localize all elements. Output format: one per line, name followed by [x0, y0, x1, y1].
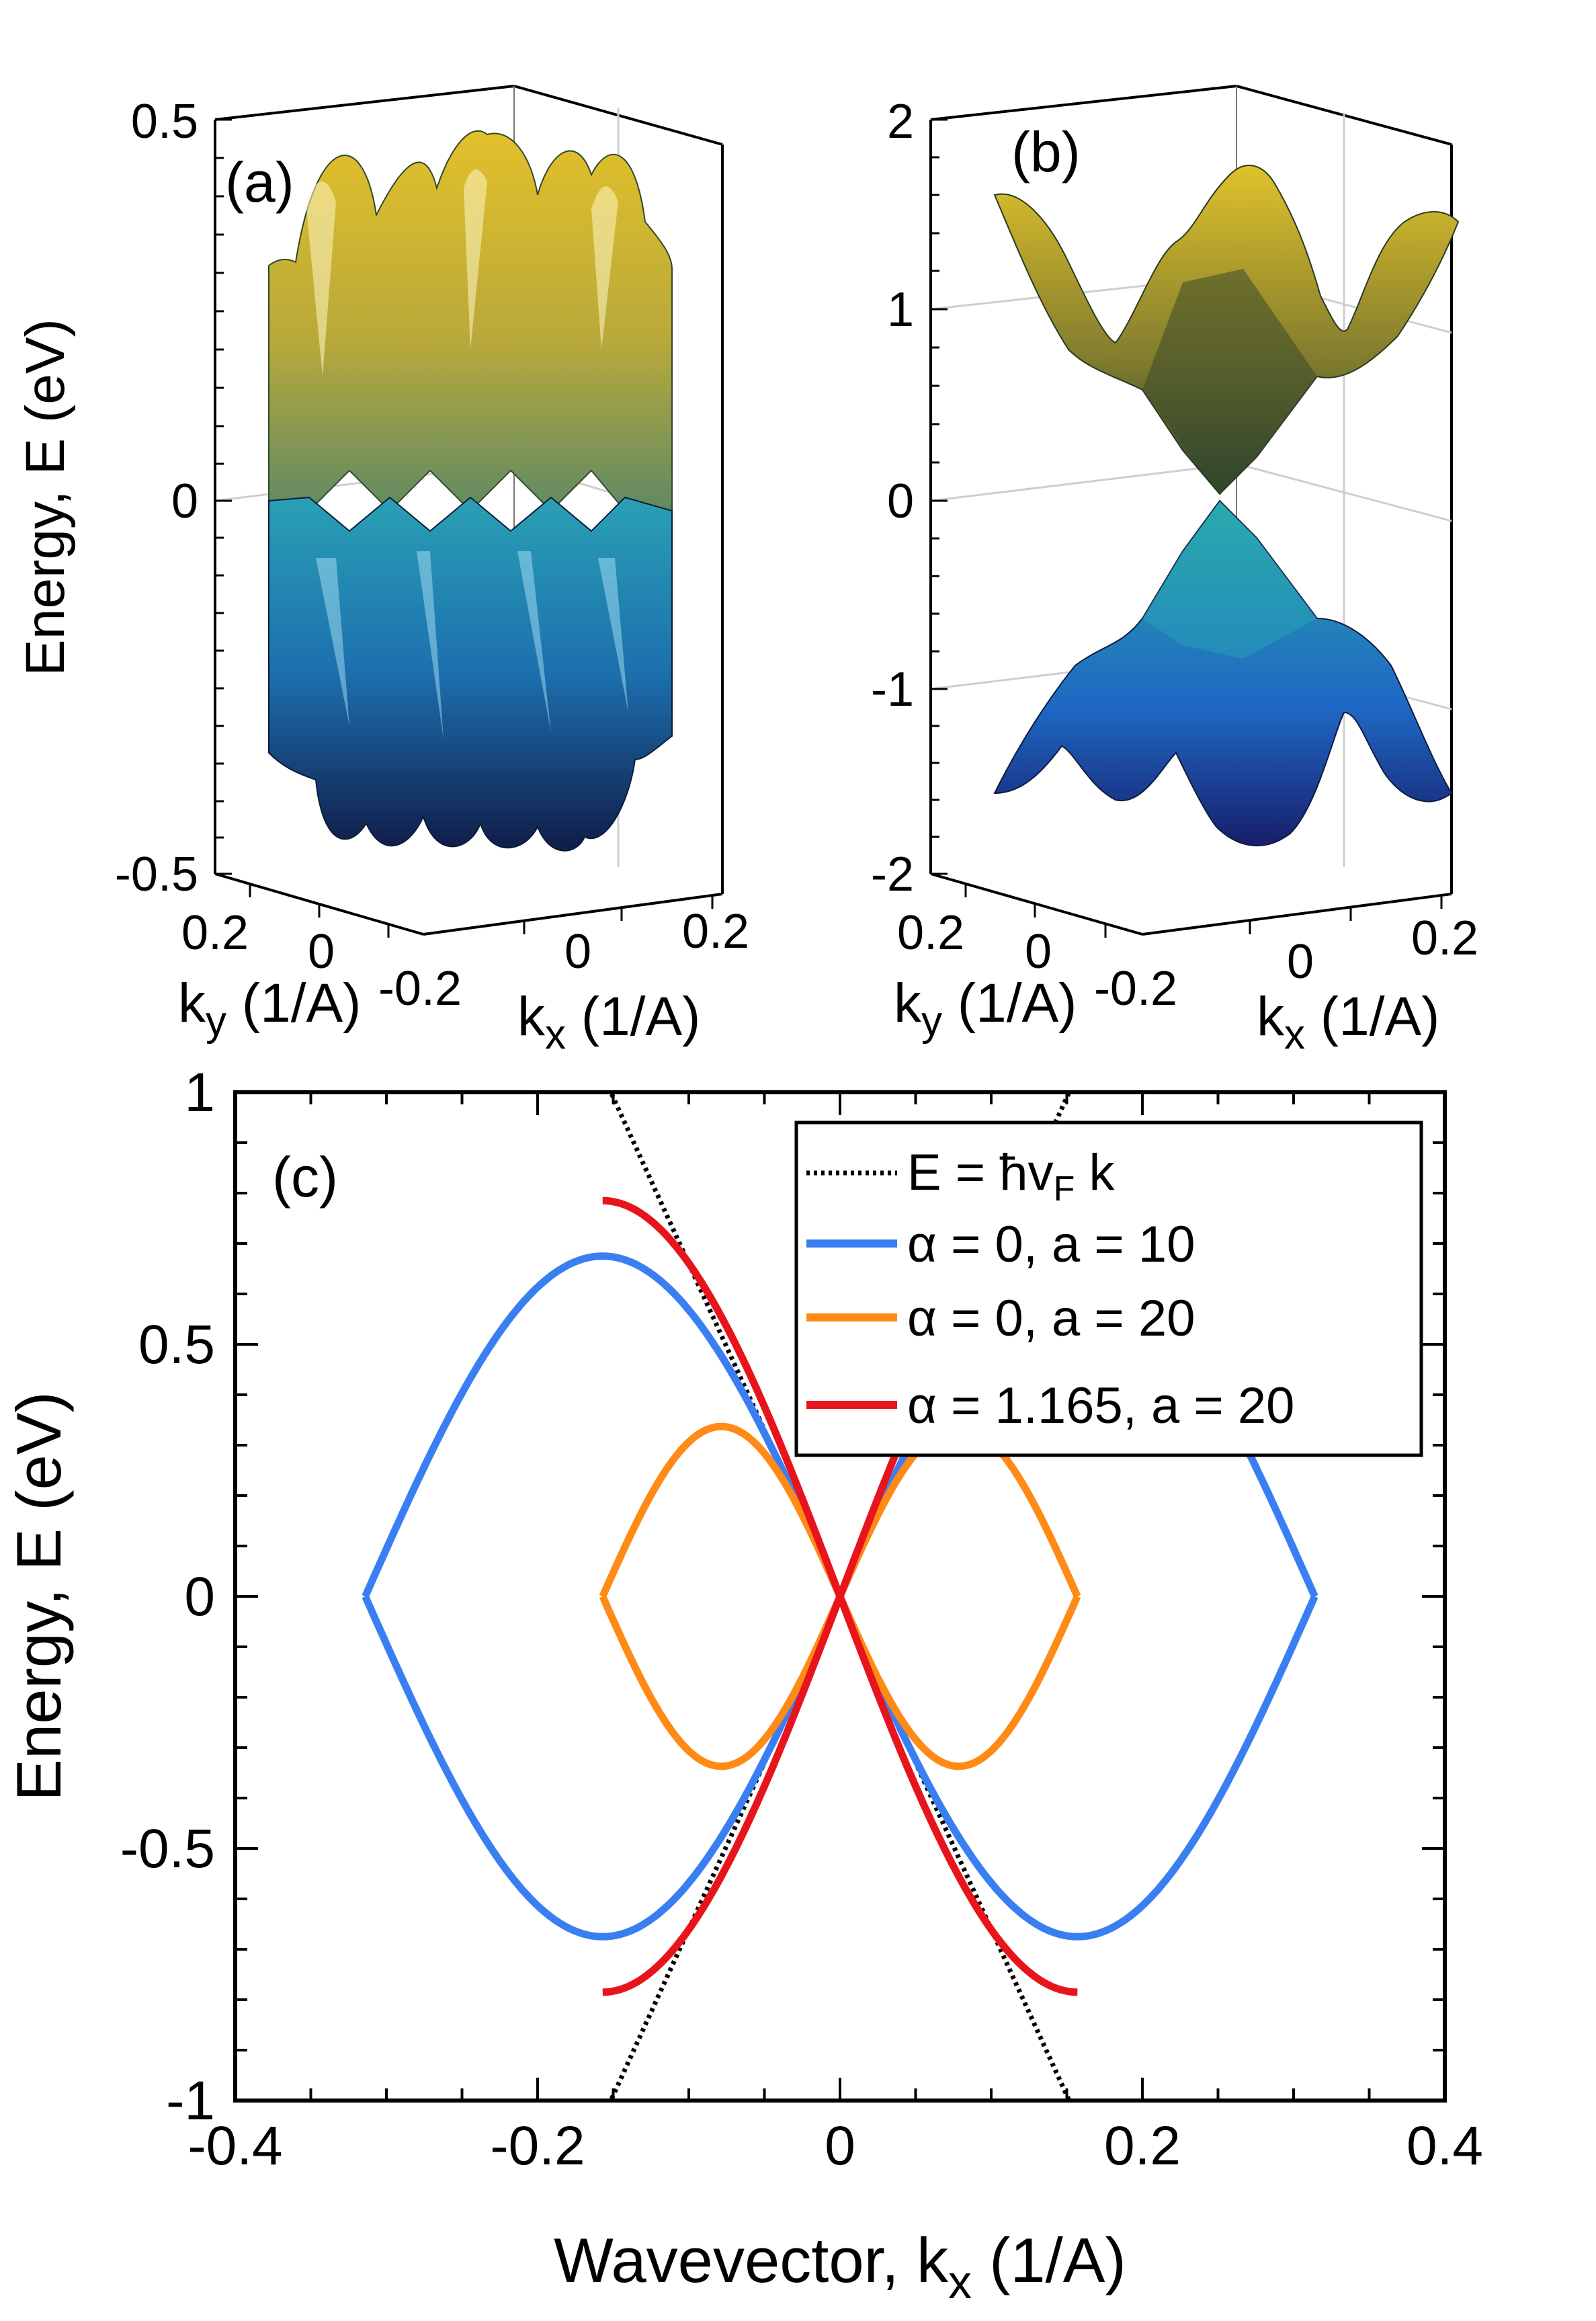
panel-b-ytick-2: -0.2: [1094, 962, 1177, 1016]
panel-b-lower-face-light: [1142, 501, 1317, 659]
legend-item-a10: α = 0, a = 10: [806, 1216, 1195, 1273]
x-tick-label: 0.2: [1104, 2115, 1181, 2176]
panel-b-lower-surface: [993, 499, 1453, 847]
panel-a-ytick-2: -0.2: [378, 962, 462, 1016]
panel-b-xtick-0: 0: [1287, 935, 1314, 989]
panel-b-labels: (b) 2 1 0 -1 -2 0.2 0 -0.2 0 0.2 ky (1/A…: [871, 95, 1478, 1058]
panel-c-ylabel: Energy, E (eV): [3, 1391, 74, 1801]
legend-item-a20: α = 0, a = 20: [806, 1290, 1195, 1347]
panel-b-upper-band: [993, 165, 1460, 495]
series-2-branch-1: [599, 1592, 1081, 1770]
panel-b-ztick-1: 1: [887, 283, 914, 337]
panel-b-zticks: [931, 118, 948, 875]
panel-a-xtick-1: 0.2: [682, 905, 749, 959]
panel-a-xlabel: kx (1/A): [517, 986, 700, 1058]
panel-b: (b) 2 1 0 -1 -2 0.2 0 -0.2 0 0.2 ky (1/A…: [871, 85, 1478, 1058]
panel-c-label: (c): [272, 1145, 338, 1209]
x-tick-label: -0.4: [187, 2115, 282, 2176]
panel-a: (a) 0.5 0 -0.5 Energy, E (eV) 0.2 0 -0.2…: [15, 85, 749, 1058]
legend-label-a20: α = 0, a = 20: [907, 1290, 1195, 1347]
y-tick-label: 1: [184, 1062, 215, 1123]
legend-label-dirac: E = ħvF k: [907, 1144, 1115, 1209]
panel-a-ztick-1: 0: [171, 475, 198, 528]
legend-item-alpha: α = 1.165, a = 20: [806, 1377, 1294, 1434]
x-tick-label: -0.2: [490, 2115, 585, 2176]
panel-a-labels: (a) 0.5 0 -0.5 Energy, E (eV) 0.2 0 -0.2…: [15, 95, 749, 1058]
panel-a-lower-surface: [268, 496, 673, 852]
panel-c-xlabel: Wavevector, kx (1/A): [554, 2225, 1126, 2308]
panel-a-ylabel: ky (1/A): [178, 973, 361, 1045]
panel-a-zlabel: Energy, E (eV): [15, 319, 76, 676]
y-tick-label: 0: [184, 1566, 215, 1627]
panel-b-upper-face-dark: [1142, 269, 1317, 494]
y-tick-label: -1: [166, 2070, 215, 2131]
panel-c-legend: E = ħvF k α = 0, a = 10 α = 0, a = 20 α …: [794, 1121, 1423, 1457]
panel-c-tick-labels: -0.4 -0.2 0 0.2 0.4 -1 -0.5 0 0.5 1: [120, 1062, 1483, 2176]
panel-b-ztick-0: 2: [887, 95, 914, 149]
y-tick-label: 0.5: [138, 1314, 215, 1375]
panel-a-base-ticks: [249, 884, 714, 938]
panel-b-label: (b): [1011, 120, 1081, 184]
legend-box: [794, 1121, 1423, 1457]
panel-a-ytick-0: 0.2: [181, 906, 249, 960]
panel-a-zticks: [215, 118, 232, 875]
panel-a-lower-band: [268, 496, 673, 852]
panel-a-ztick-2: -0.5: [115, 848, 198, 901]
panel-a-ztick-0: 0.5: [131, 95, 198, 149]
panel-c: -0.4 -0.2 0 0.2 0.4 -1 -0.5 0 0.5 1 (c) Energy, E…: [3, 1062, 1483, 2308]
panel-a-label: (a): [225, 151, 294, 214]
panel-b-base-ticks: [964, 884, 1443, 938]
panel-b-ztick-2: 0: [887, 475, 914, 528]
y-tick-label: -0.5: [120, 1818, 215, 1879]
x-tick-label: 0.4: [1406, 2115, 1483, 2176]
panel-b-xtick-1: 0.2: [1411, 911, 1478, 965]
legend-label-alpha: α = 1.165, a = 20: [907, 1377, 1294, 1434]
panel-b-lower-band: [993, 499, 1453, 847]
series-0-branch-0: [608, 1092, 1072, 2101]
panel-a-ytick-1: 0: [308, 925, 335, 979]
panel-b-ztick-4: -2: [871, 848, 914, 901]
x-tick-label: 0: [825, 2115, 855, 2176]
panel-b-ztick-3: -1: [871, 663, 914, 717]
panel-b-ytick-0: 0.2: [897, 906, 964, 960]
panel-b-ylabel: ky (1/A): [894, 973, 1077, 1045]
panel-a-xtick-0: 0: [564, 925, 591, 979]
legend-label-a10: α = 0, a = 10: [907, 1216, 1195, 1273]
panel-b-ytick-1: 0: [1025, 925, 1052, 979]
series-1-branch-1: [362, 1592, 1318, 1941]
panel-c-frame: [233, 1090, 1447, 2103]
legend-item-dirac: E = ħvF k: [806, 1144, 1115, 1209]
panel-a-upper-band: [268, 130, 673, 512]
panel-b-xlabel: kx (1/A): [1257, 986, 1439, 1058]
